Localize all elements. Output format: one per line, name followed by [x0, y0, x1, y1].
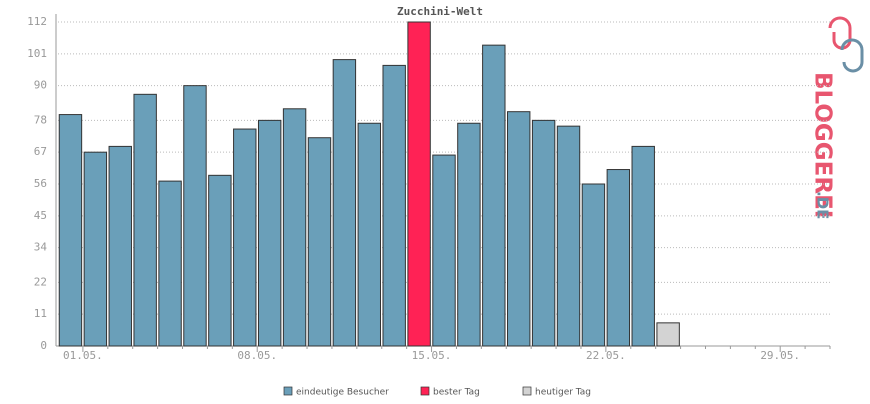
- bar: [108, 145, 132, 347]
- x-tick-label: 08.05.: [237, 349, 277, 362]
- bar: [606, 169, 631, 347]
- logo-icon: [828, 16, 864, 73]
- legend-label: eindeutige Besucher: [296, 388, 389, 398]
- bar: [382, 64, 406, 347]
- x-tick-label: 29.05.: [760, 349, 800, 362]
- bar: [233, 128, 257, 347]
- bar: [133, 93, 157, 347]
- bar: [631, 145, 655, 347]
- logo-tld: .DE: [814, 191, 832, 219]
- bar: [58, 114, 83, 347]
- bar: [581, 183, 606, 347]
- bar: [83, 151, 108, 347]
- x-tick-label: 15.05.: [412, 349, 452, 362]
- bar: [457, 122, 481, 347]
- y-tick-label: 90: [34, 79, 47, 92]
- bar: [307, 137, 332, 347]
- x-tick-label: 01.05.: [63, 349, 103, 362]
- bar: [556, 125, 581, 347]
- bar: [332, 59, 357, 347]
- y-tick-label: 67: [34, 145, 47, 158]
- bar: [257, 119, 282, 347]
- legend-swatch: [522, 386, 532, 396]
- bar: [507, 111, 531, 347]
- legend-label: heutiger Tag: [535, 388, 591, 398]
- bar: [531, 119, 556, 347]
- legend-swatch: [283, 386, 293, 396]
- chart-title: Zucchini-Welt: [397, 5, 483, 18]
- bar: [407, 21, 431, 347]
- bar: [158, 180, 182, 347]
- y-tick-label: 22: [34, 275, 47, 288]
- y-tick-label: 78: [34, 113, 47, 126]
- legend-swatch: [420, 386, 430, 396]
- y-tick-label: 45: [34, 209, 47, 222]
- y-tick-label: 0: [40, 339, 47, 352]
- legend-label: bester Tag: [433, 388, 480, 398]
- y-tick-label: 11: [34, 307, 47, 320]
- y-tick-label: 56: [34, 177, 47, 190]
- bar: [482, 44, 506, 347]
- logo-brand: BLOGGEREI: [810, 72, 836, 218]
- y-tick-label: 34: [34, 241, 48, 254]
- bar: [432, 154, 456, 347]
- x-tick-label: 22.05.: [586, 349, 626, 362]
- bar: [357, 122, 381, 347]
- y-tick-label: 112: [27, 15, 47, 28]
- bar: [282, 108, 307, 347]
- bar: [183, 85, 207, 347]
- bar: [208, 174, 232, 347]
- y-tick-label: 101: [27, 47, 47, 60]
- bar: [656, 322, 680, 347]
